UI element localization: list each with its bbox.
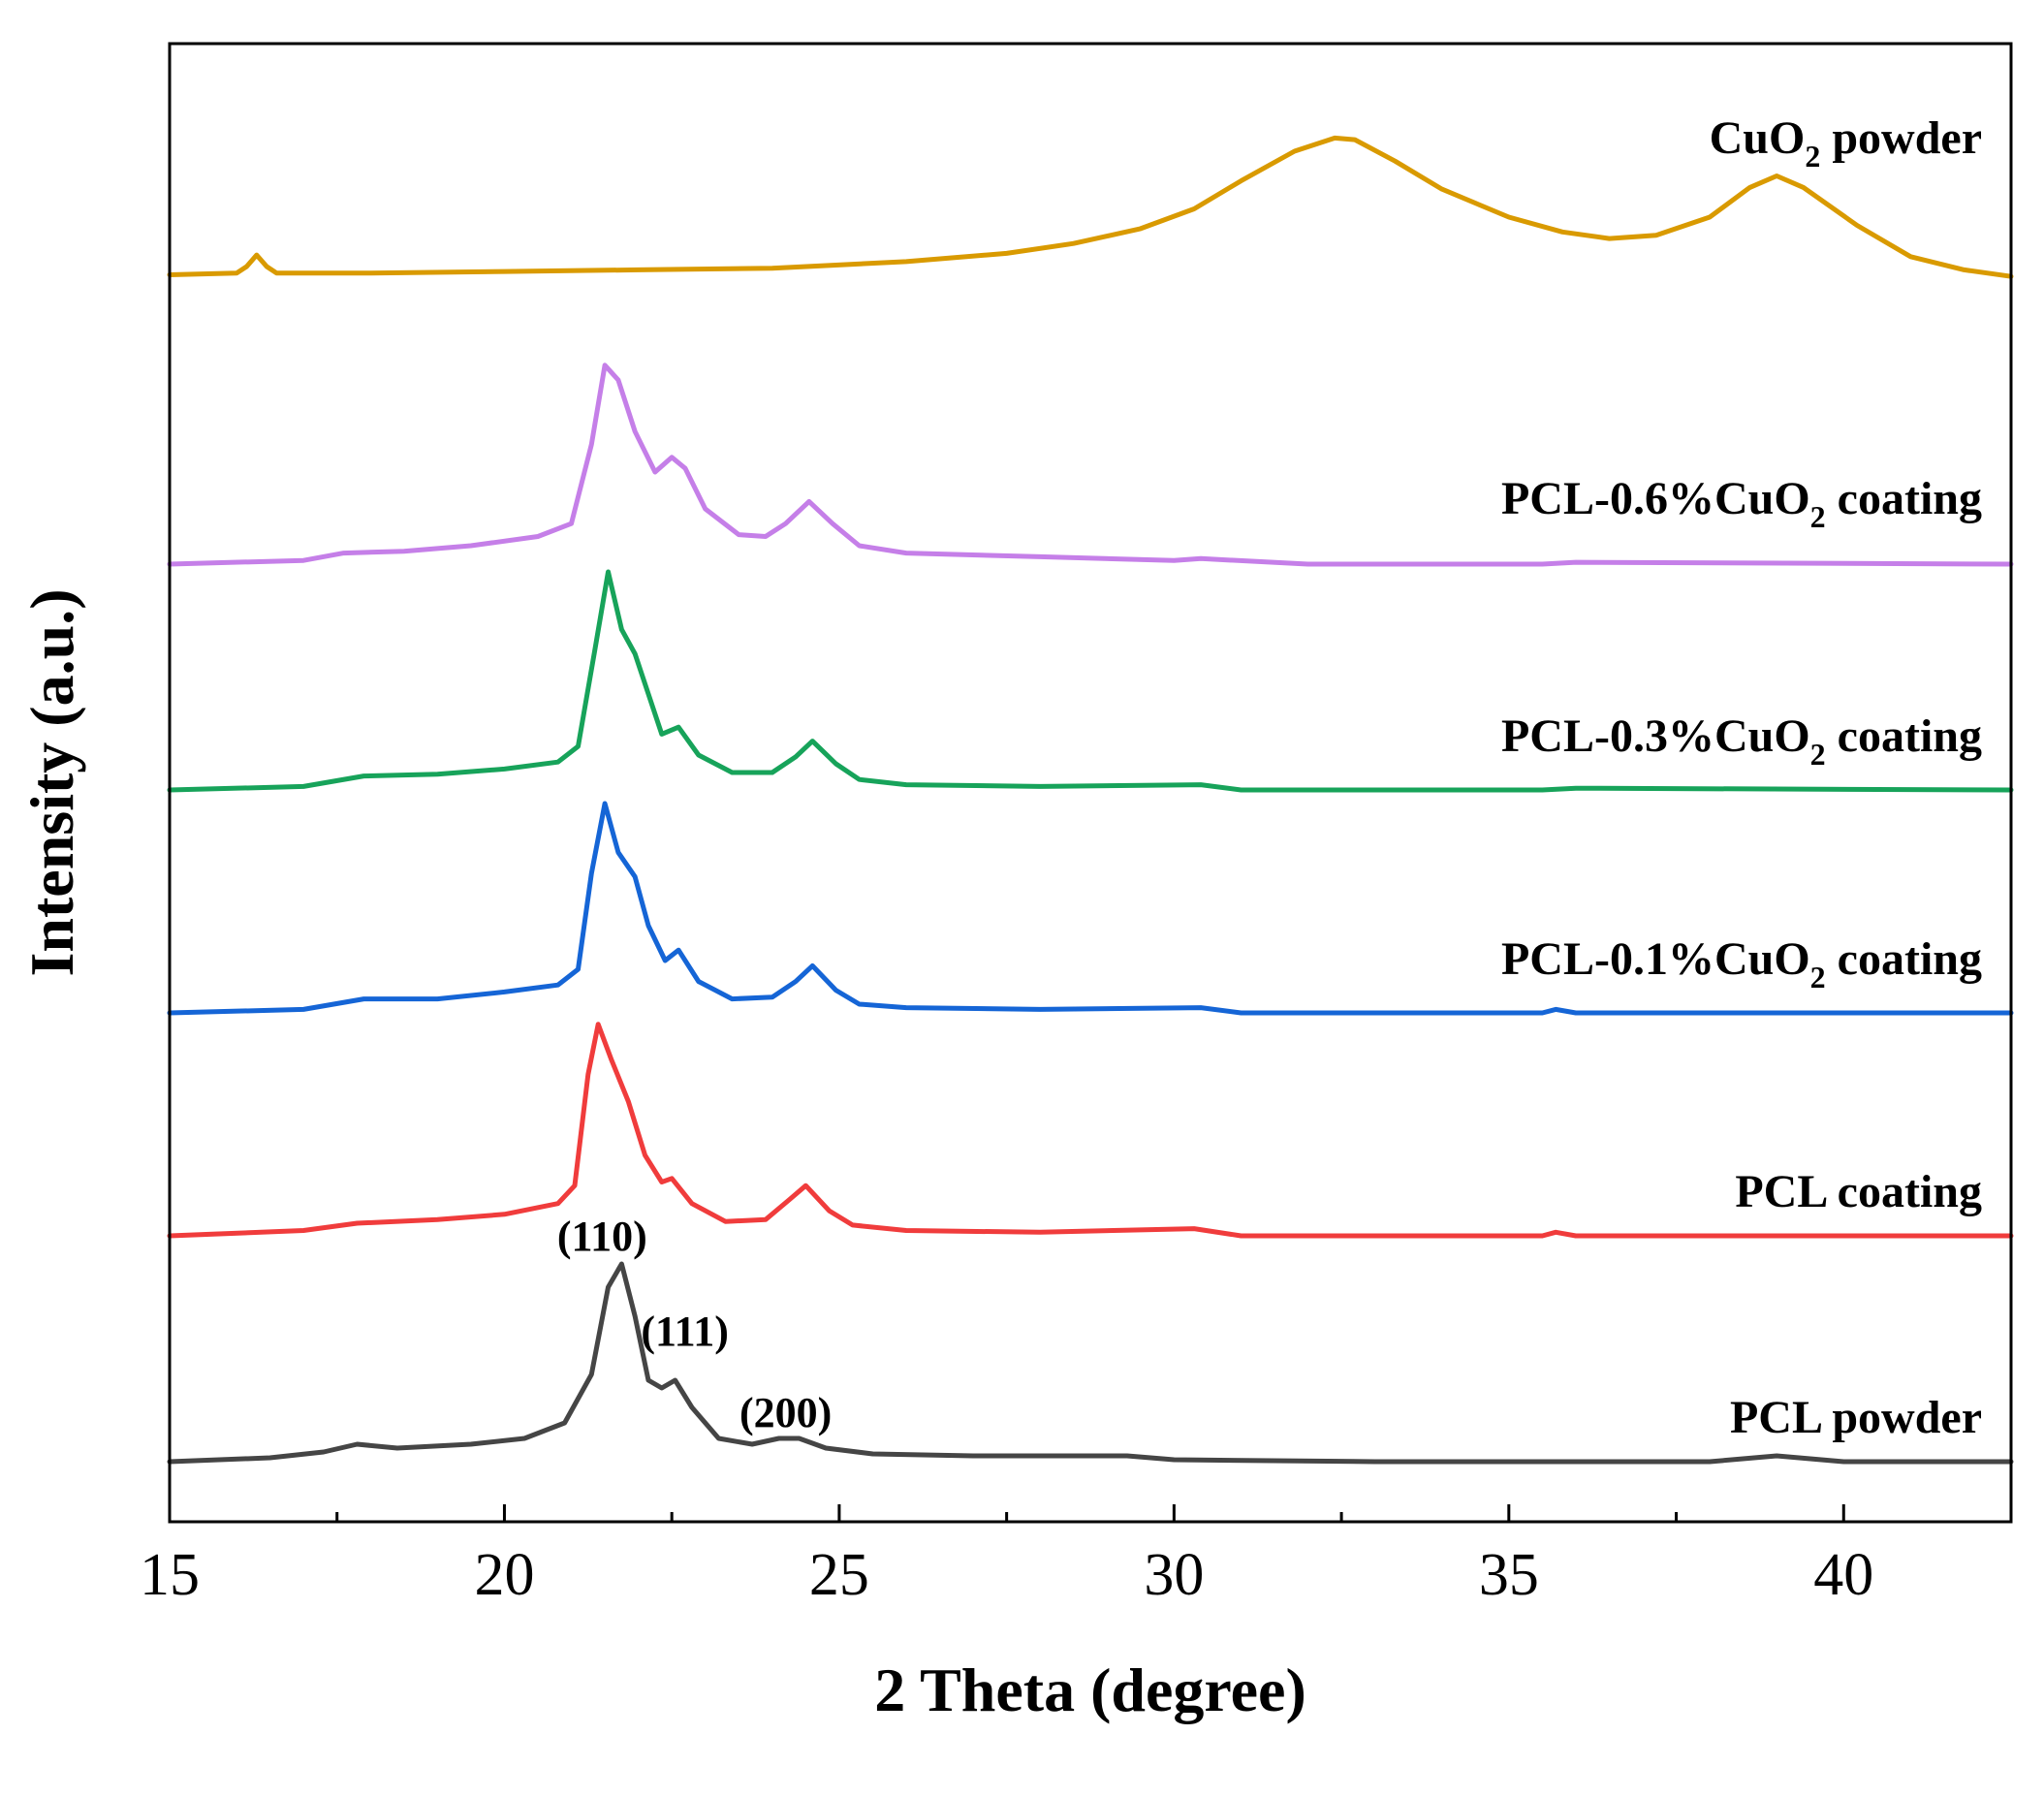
series-line-5 [167,1022,2014,1239]
plot-frame [168,42,2013,1524]
series-line-3 [167,569,2014,793]
x-tick-label: 40 [1813,1542,1873,1608]
series-label-2: PCL-0.6%CuO2 coating [1501,473,1982,534]
series-label-1: CuO2 powder [1710,112,1982,173]
x-tick-label: 25 [809,1542,869,1608]
x-tick-label: 35 [1479,1542,1539,1608]
series-line-2 [167,363,2014,567]
series-line-6 [167,1261,2014,1465]
series-label-3: PCL-0.3%CuO2 coating [1501,710,1982,772]
series-line-4 [167,801,2014,1016]
x-axis-title: 2 Theta (degree) [874,1656,1306,1724]
series-line-1 [167,135,2014,279]
peak-annotation: (111) [641,1308,728,1355]
series-label-4: PCL-0.1%CuO2 coating [1501,933,1982,994]
series-label-6: PCL powder [1730,1392,1982,1443]
x-tick-label: 30 [1144,1542,1204,1608]
peak-annotation: (110) [557,1213,647,1260]
series-label-5: PCL coating [1735,1166,1982,1217]
peak-annotation: (200) [739,1389,832,1436]
x-tick-label: 20 [474,1542,534,1608]
x-tick-label: 15 [140,1542,200,1608]
y-axis-title: Intensity (a.u.) [17,588,86,976]
